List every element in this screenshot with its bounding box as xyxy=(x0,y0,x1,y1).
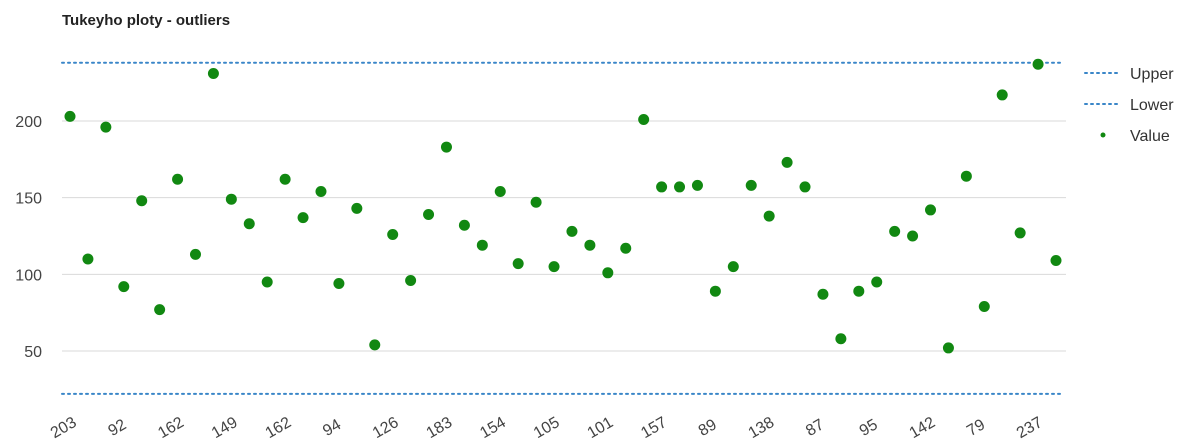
legend: Upper Lower Value xyxy=(1084,66,1174,145)
data-point xyxy=(530,196,542,208)
y-axis-ticks: 50 100 150 200 xyxy=(15,114,42,361)
x-tick-label: 89 xyxy=(696,416,720,439)
data-point xyxy=(907,230,919,242)
data-point xyxy=(261,276,273,288)
x-tick-label: 105 xyxy=(531,414,563,439)
x-tick-label: 149 xyxy=(209,414,241,439)
data-point xyxy=(584,239,596,251)
data-point xyxy=(674,181,686,193)
x-tick-label: 92 xyxy=(105,416,129,439)
data-point xyxy=(656,181,668,193)
x-axis-ticks: 203 92 162 149 162 94 126 183 154 105 101 157 89 138 8… xyxy=(48,414,1046,439)
data-point xyxy=(817,288,829,300)
data-point xyxy=(889,225,901,237)
data-point xyxy=(871,276,883,288)
x-tick-label: 154 xyxy=(477,414,509,439)
data-point xyxy=(423,209,435,221)
data-point xyxy=(1014,227,1026,239)
data-point xyxy=(960,170,972,182)
data-point xyxy=(602,267,614,279)
data-point xyxy=(225,193,237,205)
data-point xyxy=(118,281,130,293)
data-point xyxy=(154,304,166,316)
data-point xyxy=(458,219,470,231)
data-point xyxy=(1032,58,1044,70)
legend-label: Lower xyxy=(1130,97,1174,114)
x-tick-label: 183 xyxy=(424,414,456,439)
x-tick-label: 87 xyxy=(803,416,827,439)
x-tick-label: 94 xyxy=(320,416,344,439)
data-point xyxy=(763,210,775,222)
data-point xyxy=(942,342,954,354)
x-tick-label: 162 xyxy=(263,414,295,439)
data-point xyxy=(189,248,201,260)
legend-label: Upper xyxy=(1130,66,1174,83)
reference-lines xyxy=(61,61,1061,395)
x-tick-label: 142 xyxy=(907,414,939,439)
data-point xyxy=(405,274,417,286)
data-point xyxy=(638,113,650,125)
x-tick-label: 126 xyxy=(370,414,402,439)
data-point xyxy=(333,278,345,290)
data-points xyxy=(64,58,1062,354)
data-point xyxy=(781,156,793,168)
data-point xyxy=(315,186,327,198)
y-tick-label: 100 xyxy=(15,267,42,284)
data-point xyxy=(566,225,578,237)
data-point xyxy=(799,181,811,193)
data-point xyxy=(548,261,560,273)
data-point xyxy=(369,339,381,351)
x-tick-label: 203 xyxy=(48,414,80,439)
data-point xyxy=(351,202,363,214)
legend-label: Value xyxy=(1130,128,1170,145)
x-tick-label: 162 xyxy=(155,414,187,439)
data-point xyxy=(476,239,488,251)
data-point xyxy=(494,186,506,198)
data-point xyxy=(835,333,847,345)
data-point xyxy=(709,285,721,297)
x-tick-label: 101 xyxy=(585,414,617,439)
y-tick-label: 50 xyxy=(24,344,42,361)
y-tick-label: 150 xyxy=(15,191,42,208)
data-point xyxy=(853,285,865,297)
data-point xyxy=(207,67,219,79)
data-point xyxy=(243,218,255,230)
data-point xyxy=(172,173,184,185)
data-point xyxy=(996,89,1008,101)
data-point xyxy=(297,212,309,224)
data-point xyxy=(100,121,112,133)
data-point xyxy=(512,258,524,270)
data-point xyxy=(727,261,739,273)
data-point xyxy=(387,228,399,240)
data-point xyxy=(64,110,76,122)
data-point xyxy=(440,141,452,153)
legend-swatch xyxy=(1100,132,1106,138)
data-point xyxy=(620,242,632,254)
data-point xyxy=(1050,255,1062,267)
y-tick-label: 200 xyxy=(15,114,42,131)
data-point xyxy=(82,253,94,265)
x-tick-label: 157 xyxy=(638,414,670,439)
x-tick-label: 79 xyxy=(964,416,988,439)
data-point xyxy=(279,173,291,185)
data-point xyxy=(925,204,937,216)
data-point xyxy=(136,195,148,207)
chart-title: Tukeyho ploty - outliers xyxy=(62,12,231,29)
data-point xyxy=(691,179,703,191)
x-tick-label: 237 xyxy=(1014,414,1046,439)
data-point xyxy=(978,301,990,313)
data-point xyxy=(745,179,757,191)
x-tick-label: 138 xyxy=(746,414,778,439)
x-tick-label: 95 xyxy=(857,416,881,439)
